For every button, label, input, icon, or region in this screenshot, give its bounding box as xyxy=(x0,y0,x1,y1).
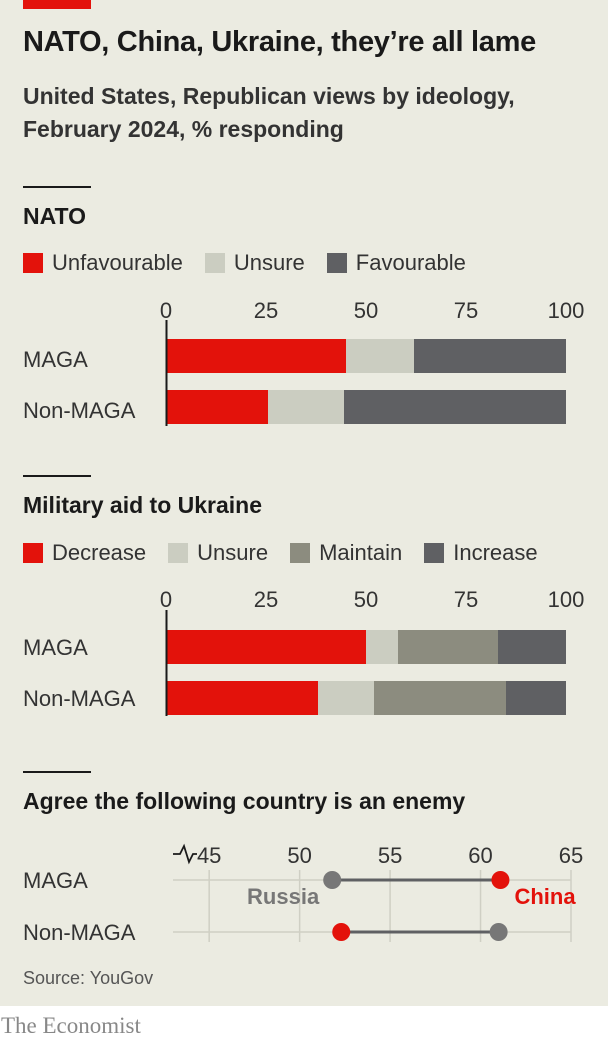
section-title-nato: NATO xyxy=(23,203,87,229)
bar-maga-maintain xyxy=(398,630,498,664)
category-label-non-maga: Non-MAGA xyxy=(23,686,136,711)
legend-label-favourable: Favourable xyxy=(355,250,466,275)
bar-maga-decrease xyxy=(166,630,366,664)
chart-subtitle: United States, Republican views by ideol… xyxy=(23,80,515,146)
legend-item-decrease: Decrease xyxy=(23,540,146,566)
bar-maga-unfavourable xyxy=(166,339,346,373)
point-maga-china xyxy=(491,871,510,889)
legend-ukraine: Decrease Unsure Maintain Increase xyxy=(23,540,560,566)
x-tick-label-0: 0 xyxy=(160,298,172,323)
section-title-ukraine: Military aid to Ukraine xyxy=(23,492,263,518)
bar-non-maga-decrease xyxy=(166,681,318,715)
legend-item-unfavourable: Unfavourable xyxy=(23,250,183,276)
category-label-non-maga: Non-MAGA xyxy=(23,398,136,423)
bar-non-maga-unsure xyxy=(318,681,374,715)
bar-maga-increase xyxy=(498,630,566,664)
legend-item-unsure: Unsure xyxy=(204,250,305,276)
brand-red-tag xyxy=(23,0,91,9)
series-label-russia: Russia xyxy=(247,884,320,909)
ukraine-bar-chart: 0 25 50 75 100 MAGA Non-MAGA xyxy=(23,587,585,716)
bar-non-maga-favourable xyxy=(344,390,566,424)
legend-swatch-unfavourable xyxy=(23,253,43,273)
legend-label-increase: Increase xyxy=(453,540,538,565)
category-label-non-maga: Non-MAGA xyxy=(23,920,136,945)
point-non-maga-russia xyxy=(489,923,508,941)
section-rule-ukraine xyxy=(23,475,91,477)
legend-item-increase: Increase xyxy=(424,540,538,566)
legend-item-maintain: Maintain xyxy=(290,540,402,566)
bar-maga-unsure xyxy=(346,339,414,373)
nato-bar-chart: 0 25 50 75 100 MAGA Non-MAGA xyxy=(23,298,585,426)
category-label-maga: MAGA xyxy=(23,347,88,372)
section-title-enemy: Agree the following country is an enemy xyxy=(23,788,466,814)
bar-non-maga-unfavourable xyxy=(166,390,268,424)
x-tick-label-50: 50 xyxy=(354,298,378,323)
point-non-maga-china xyxy=(332,923,351,941)
point-maga-russia xyxy=(323,871,342,889)
legend-item-favourable: Favourable xyxy=(326,250,466,276)
bar-non-maga-unsure xyxy=(268,390,344,424)
x-tick-label-100: 100 xyxy=(548,298,585,323)
bar-maga-favourable xyxy=(414,339,566,373)
legend-label-unsure: Unsure xyxy=(233,250,305,275)
x-tick-label-55: 55 xyxy=(378,843,402,868)
legend-label-unsure: Unsure xyxy=(197,540,269,565)
x-tick-label-75: 75 xyxy=(454,298,478,323)
legend-label-unfavourable: Unfavourable xyxy=(52,250,183,275)
bar-maga-unsure xyxy=(366,630,398,664)
legend-swatch-favourable xyxy=(326,253,347,273)
legend-label-maintain: Maintain xyxy=(319,540,403,565)
bar-non-maga-increase xyxy=(506,681,566,715)
legend-item-unsure: Unsure xyxy=(168,540,268,566)
x-tick-label-50: 50 xyxy=(354,587,378,612)
x-tick-label-100: 100 xyxy=(548,587,585,612)
legend-swatch-unsure xyxy=(204,253,225,273)
x-tick-label-45: 45 xyxy=(197,843,221,868)
legend-swatch-decrease xyxy=(23,543,43,563)
series-label-china: China xyxy=(514,884,576,909)
x-tick-label-50: 50 xyxy=(287,843,311,868)
legend-swatch-maintain xyxy=(290,543,311,563)
section-rule-enemy xyxy=(23,771,91,773)
x-tick-label-0: 0 xyxy=(160,587,172,612)
chart-panel xyxy=(0,0,608,1006)
legend-nato: Unfavourable Unsure Favourable xyxy=(23,250,488,276)
x-tick-label-25: 25 xyxy=(254,587,278,612)
source-note: Source: YouGov xyxy=(23,968,154,988)
x-tick-label-25: 25 xyxy=(254,298,278,323)
chart-title: NATO, China, Ukraine, they’re all lame xyxy=(23,26,536,58)
x-tick-label-65: 65 xyxy=(559,843,583,868)
category-label-maga: MAGA xyxy=(23,868,88,893)
subtitle-line-1: United States, Republican views by ideol… xyxy=(23,83,515,109)
x-tick-label-75: 75 xyxy=(454,587,478,612)
x-tick-label-60: 60 xyxy=(468,843,492,868)
axis-break-icon xyxy=(173,843,197,865)
subtitle-line-2: February 2024, % responding xyxy=(23,116,344,142)
section-rule-nato xyxy=(23,186,91,188)
publisher-brand: The Economist xyxy=(1,1013,141,1038)
legend-swatch-increase xyxy=(424,543,445,563)
bar-non-maga-maintain xyxy=(374,681,506,715)
category-label-maga: MAGA xyxy=(23,635,88,660)
legend-swatch-unsure xyxy=(168,543,189,563)
enemy-dumbbell-chart: 45 50 55 60 65 MAGA Non-MAGA Russia China xyxy=(23,843,583,945)
legend-label-decrease: Decrease xyxy=(52,540,147,565)
